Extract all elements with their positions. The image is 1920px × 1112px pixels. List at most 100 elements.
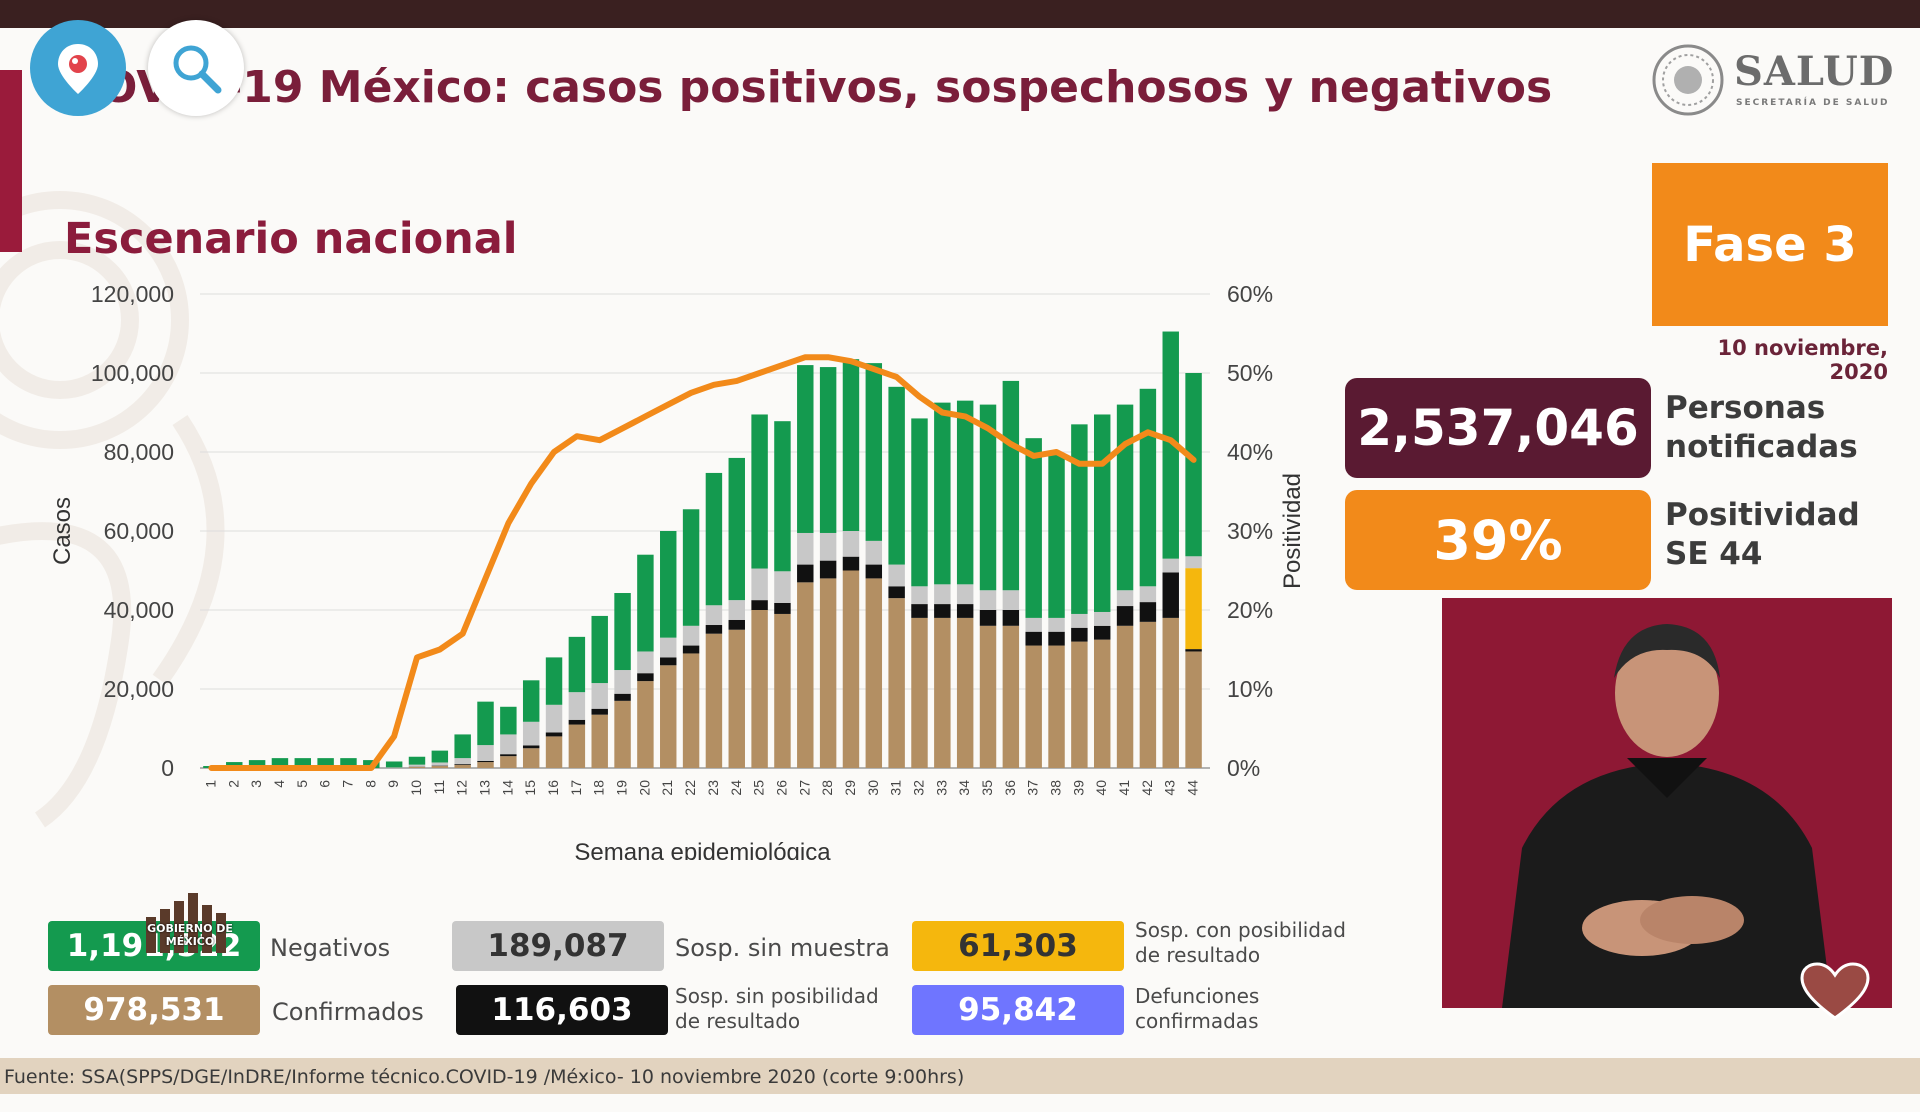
- bar-segment: [705, 605, 723, 626]
- bar-segment: [294, 758, 312, 768]
- bar-segment: [705, 625, 723, 634]
- bar-segment: [728, 619, 745, 630]
- gobierno-de-mexico-text: GOBIERNO DE MÉXICO: [147, 922, 233, 948]
- bar-segment: [1048, 645, 1065, 768]
- bar-segment: [408, 764, 426, 767]
- bar-segment: [660, 531, 677, 638]
- interpreter-figure: [1502, 624, 1832, 1008]
- bar-segment: [1139, 388, 1157, 587]
- report-date: 10 noviembre, 2020: [1717, 336, 1888, 384]
- bar-segment: [934, 604, 951, 618]
- footer-bar: [0, 1058, 1920, 1094]
- kpi-personas-notificadas: 2,537,046: [1345, 378, 1651, 478]
- bar-segment: [408, 766, 426, 768]
- bar-segment: [477, 762, 494, 768]
- bar-segment: [1071, 613, 1088, 628]
- bar-segment: [751, 568, 768, 601]
- x-tick-label: 19: [614, 780, 630, 796]
- stat-con-posibilidad-label: Sosp. con posibilidad de resultado: [1135, 918, 1346, 968]
- bar-segment: [591, 714, 608, 768]
- stat-sin-posibilidad-value: 116,603: [456, 985, 668, 1035]
- bar-segment: [888, 598, 905, 768]
- y-tick-label: 80,000: [104, 439, 174, 465]
- bar-segment: [911, 418, 928, 587]
- bar-segment: [1093, 611, 1111, 626]
- stat-defunciones-label-line1: Defunciones: [1135, 984, 1260, 1008]
- bar-segment: [1002, 380, 1020, 591]
- x-tick-label: 15: [522, 780, 538, 796]
- bar-segment: [888, 386, 905, 565]
- bar-segment: [819, 532, 837, 561]
- bar-segment: [774, 602, 791, 614]
- x-tick-label: 20: [636, 780, 652, 796]
- bar-segment: [340, 758, 357, 768]
- chart-subtitle: Escenario nacional: [64, 214, 518, 264]
- x-tick-label: 34: [956, 780, 972, 796]
- heart-icon[interactable]: [1800, 962, 1870, 1022]
- kpi-personas-label: Personas notificadas: [1665, 389, 1858, 467]
- bar-segment: [660, 657, 677, 666]
- bar-segment: [317, 758, 334, 768]
- logo-subtitle: SECRETARÍA DE SALUD: [1736, 98, 1890, 108]
- bar-segment: [545, 704, 563, 733]
- bar-segment: [1071, 641, 1088, 768]
- x-tick-label: 9: [385, 780, 401, 788]
- y2-tick-label: 20%: [1227, 597, 1273, 623]
- bar-segment: [431, 750, 449, 763]
- bar-segment: [956, 400, 974, 585]
- kpi-positividad: 39%: [1345, 490, 1651, 590]
- slide-title: OVID-19 México: casos positivos, sospech…: [100, 62, 1553, 113]
- stat-sin-muestra-value: 189,087: [452, 921, 664, 971]
- bar-segment: [979, 590, 997, 610]
- x-tick-label: 29: [842, 780, 858, 796]
- window-top-bar: [0, 0, 1920, 28]
- bar-segment: [477, 745, 494, 761]
- bar-segment: [522, 680, 540, 722]
- bar-segment: [705, 472, 723, 606]
- bar-segment: [1002, 610, 1020, 626]
- bar-segment: [1071, 424, 1088, 614]
- bar-segment: [591, 708, 608, 715]
- bar-segment: [568, 636, 586, 693]
- search-button[interactable]: [148, 20, 244, 116]
- x-tick-label: 13: [477, 780, 493, 796]
- x-tick-label: 23: [705, 780, 721, 796]
- bar-segment: [568, 724, 586, 768]
- bar-segment: [1071, 627, 1088, 642]
- bar-segment: [545, 657, 563, 705]
- logo-name: SALUD: [1734, 48, 1895, 95]
- x-tick-label: 32: [910, 780, 926, 796]
- bar-segment: [1162, 558, 1179, 573]
- bar-segment: [1002, 590, 1020, 610]
- bar-segment: [842, 359, 860, 531]
- x-tick-label: 21: [659, 780, 675, 796]
- bar-segment: [1185, 649, 1202, 652]
- bar-segment: [842, 570, 860, 768]
- bar-segment: [728, 600, 745, 620]
- stat-confirmados-value: 978,531: [48, 985, 260, 1035]
- x-tick-label: 1: [202, 780, 218, 788]
- bar-segment: [1162, 617, 1179, 768]
- bar-segment: [637, 554, 654, 652]
- positividad-line: [208, 354, 1197, 771]
- x-tick-label: 11: [431, 780, 447, 795]
- x-tick-label: 18: [591, 780, 607, 796]
- periscope-button[interactable]: [30, 20, 126, 116]
- bar-segment: [568, 719, 586, 725]
- bar-segment: [1048, 631, 1065, 646]
- x-tick-label: 22: [682, 780, 698, 796]
- bar-segment: [797, 582, 814, 768]
- x-tick-label: 25: [751, 780, 767, 796]
- bar-segment: [545, 736, 563, 768]
- periscope-icon: [58, 44, 98, 94]
- stat-confirmados-label: Confirmados: [272, 998, 424, 1026]
- x-tick-label: 35: [979, 780, 995, 796]
- cases-chart: 0 0% 20,000 10% 40,000 20% 60,000 30% 80,000 40% 1…: [49, 281, 1306, 860]
- bar-segment: [797, 564, 814, 583]
- bar-segment: [979, 625, 997, 768]
- x-tick-label: 28: [819, 780, 835, 796]
- stat-negativos-label: Negativos: [270, 934, 391, 962]
- source-note: Fuente: SSA(SPPS/DGE/InDRE/Informe técni…: [4, 1066, 965, 1088]
- y2-tick-label: 40%: [1227, 439, 1273, 465]
